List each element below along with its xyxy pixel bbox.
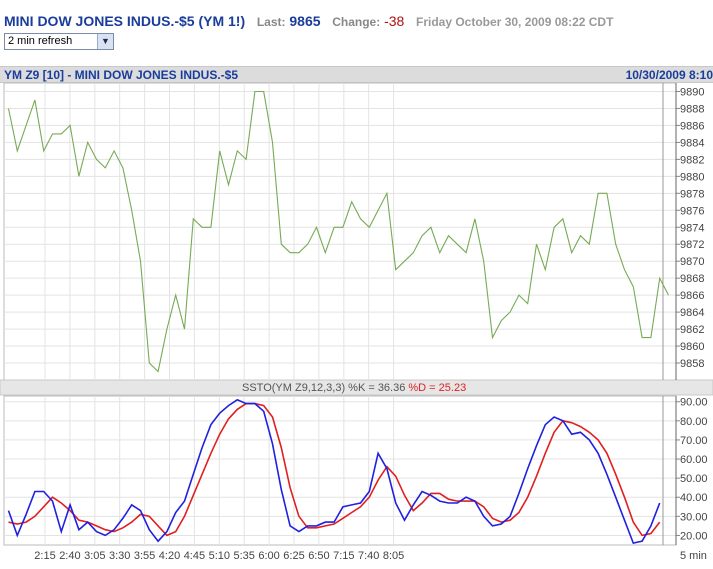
- stoch-k-line: [7, 398, 661, 545]
- price-tick-label: 9868: [680, 273, 704, 285]
- change-value: -38: [384, 13, 405, 29]
- x-tick-label: 7:40: [358, 550, 379, 562]
- stoch-d-label: %D = 25.23: [408, 382, 466, 394]
- price-tick-label: 9878: [680, 188, 704, 200]
- stoch-tick-label: 30.00: [680, 511, 708, 523]
- x-tick-label: 6:50: [308, 550, 329, 562]
- price-tick-label: 9880: [680, 171, 704, 183]
- last-label: Last:: [256, 15, 286, 29]
- x-tick-label: 3:30: [109, 550, 130, 562]
- price-tick-label: 9876: [680, 205, 704, 217]
- refresh-selected-value: 2 min refresh: [8, 35, 73, 47]
- stoch-tick-label: 90.00: [680, 397, 708, 409]
- last-value: 9865: [289, 13, 321, 29]
- price-panel: [3, 82, 677, 381]
- x-tick-label: 6:00: [258, 550, 279, 562]
- x-tick-label: 4:45: [184, 550, 205, 562]
- quote-header: MINI DOW JONES INDUS.-$5 (YM 1!) Last: 9…: [4, 13, 613, 33]
- price-tick-label: 9864: [680, 307, 704, 319]
- x-tick-label: 7:15: [333, 550, 354, 562]
- stoch-tick-label: 60.00: [680, 454, 708, 466]
- stoch-d-line: [8, 402, 661, 537]
- price-tick-label: 9890: [680, 86, 704, 98]
- stoch-title: SSTO(YM Z9,12,3,3) %K = 36.36 %D = 25.23: [242, 382, 466, 394]
- x-tick-label: 8:05: [383, 550, 404, 562]
- x-tick-label: 4:20: [159, 550, 180, 562]
- stoch-tick-label: 40.00: [680, 492, 708, 504]
- chart-date: 10/30/2009 8:10: [625, 68, 713, 82]
- price-tick-label: 9884: [680, 137, 704, 149]
- price-tick-label: 9888: [680, 103, 704, 115]
- stoch-k-label: SSTO(YM Z9,12,3,3) %K = 36.36: [242, 382, 408, 394]
- refresh-select[interactable]: 2 min refresh ▼: [4, 33, 114, 50]
- x-tick-label: 5:10: [209, 550, 230, 562]
- price-tick-label: 9874: [680, 222, 704, 234]
- x-tick-label: 6:25: [283, 550, 304, 562]
- price-tick-label: 9882: [680, 154, 704, 166]
- price-tick-label: 9860: [680, 341, 704, 353]
- x-unit-label: 5 min: [680, 550, 707, 562]
- price-tick-label: 9872: [680, 239, 704, 251]
- price-tick-label: 9862: [680, 324, 704, 336]
- stoch-tick-label: 80.00: [680, 416, 708, 428]
- symbol-name: MINI DOW JONES INDUS.-$5 (YM 1!): [4, 13, 246, 29]
- stoch-title-bar: [0, 379, 713, 396]
- x-tick-label: 5:35: [233, 550, 254, 562]
- stoch-tick-label: 70.00: [680, 435, 708, 447]
- price-tick-label: 9866: [680, 290, 704, 302]
- stoch-panel: [3, 395, 677, 546]
- price-tick-label: 9858: [680, 358, 704, 370]
- chart-title: YM Z9 [10] - MINI DOW JONES INDUS.-$5: [4, 68, 239, 82]
- price-line: [7, 90, 669, 373]
- stoch-tick-label: 50.00: [680, 473, 708, 485]
- price-tick-label: 9886: [680, 120, 704, 132]
- x-tick-label: 2:15: [34, 550, 55, 562]
- price-tick-label: 9870: [680, 256, 704, 268]
- chart-title-bar: YM Z9 [10] - MINI DOW JONES INDUS.-$5 10…: [0, 66, 713, 83]
- change-label: Change:: [332, 15, 381, 29]
- x-tick-label: 2:40: [59, 550, 80, 562]
- x-tick-label: 3:05: [84, 550, 105, 562]
- quote-datetime: Friday October 30, 2009 08:22 CDT: [416, 15, 614, 29]
- chevron-down-icon[interactable]: ▼: [97, 34, 113, 49]
- stoch-tick-label: 20.00: [680, 530, 708, 542]
- x-tick-label: 3:55: [134, 550, 155, 562]
